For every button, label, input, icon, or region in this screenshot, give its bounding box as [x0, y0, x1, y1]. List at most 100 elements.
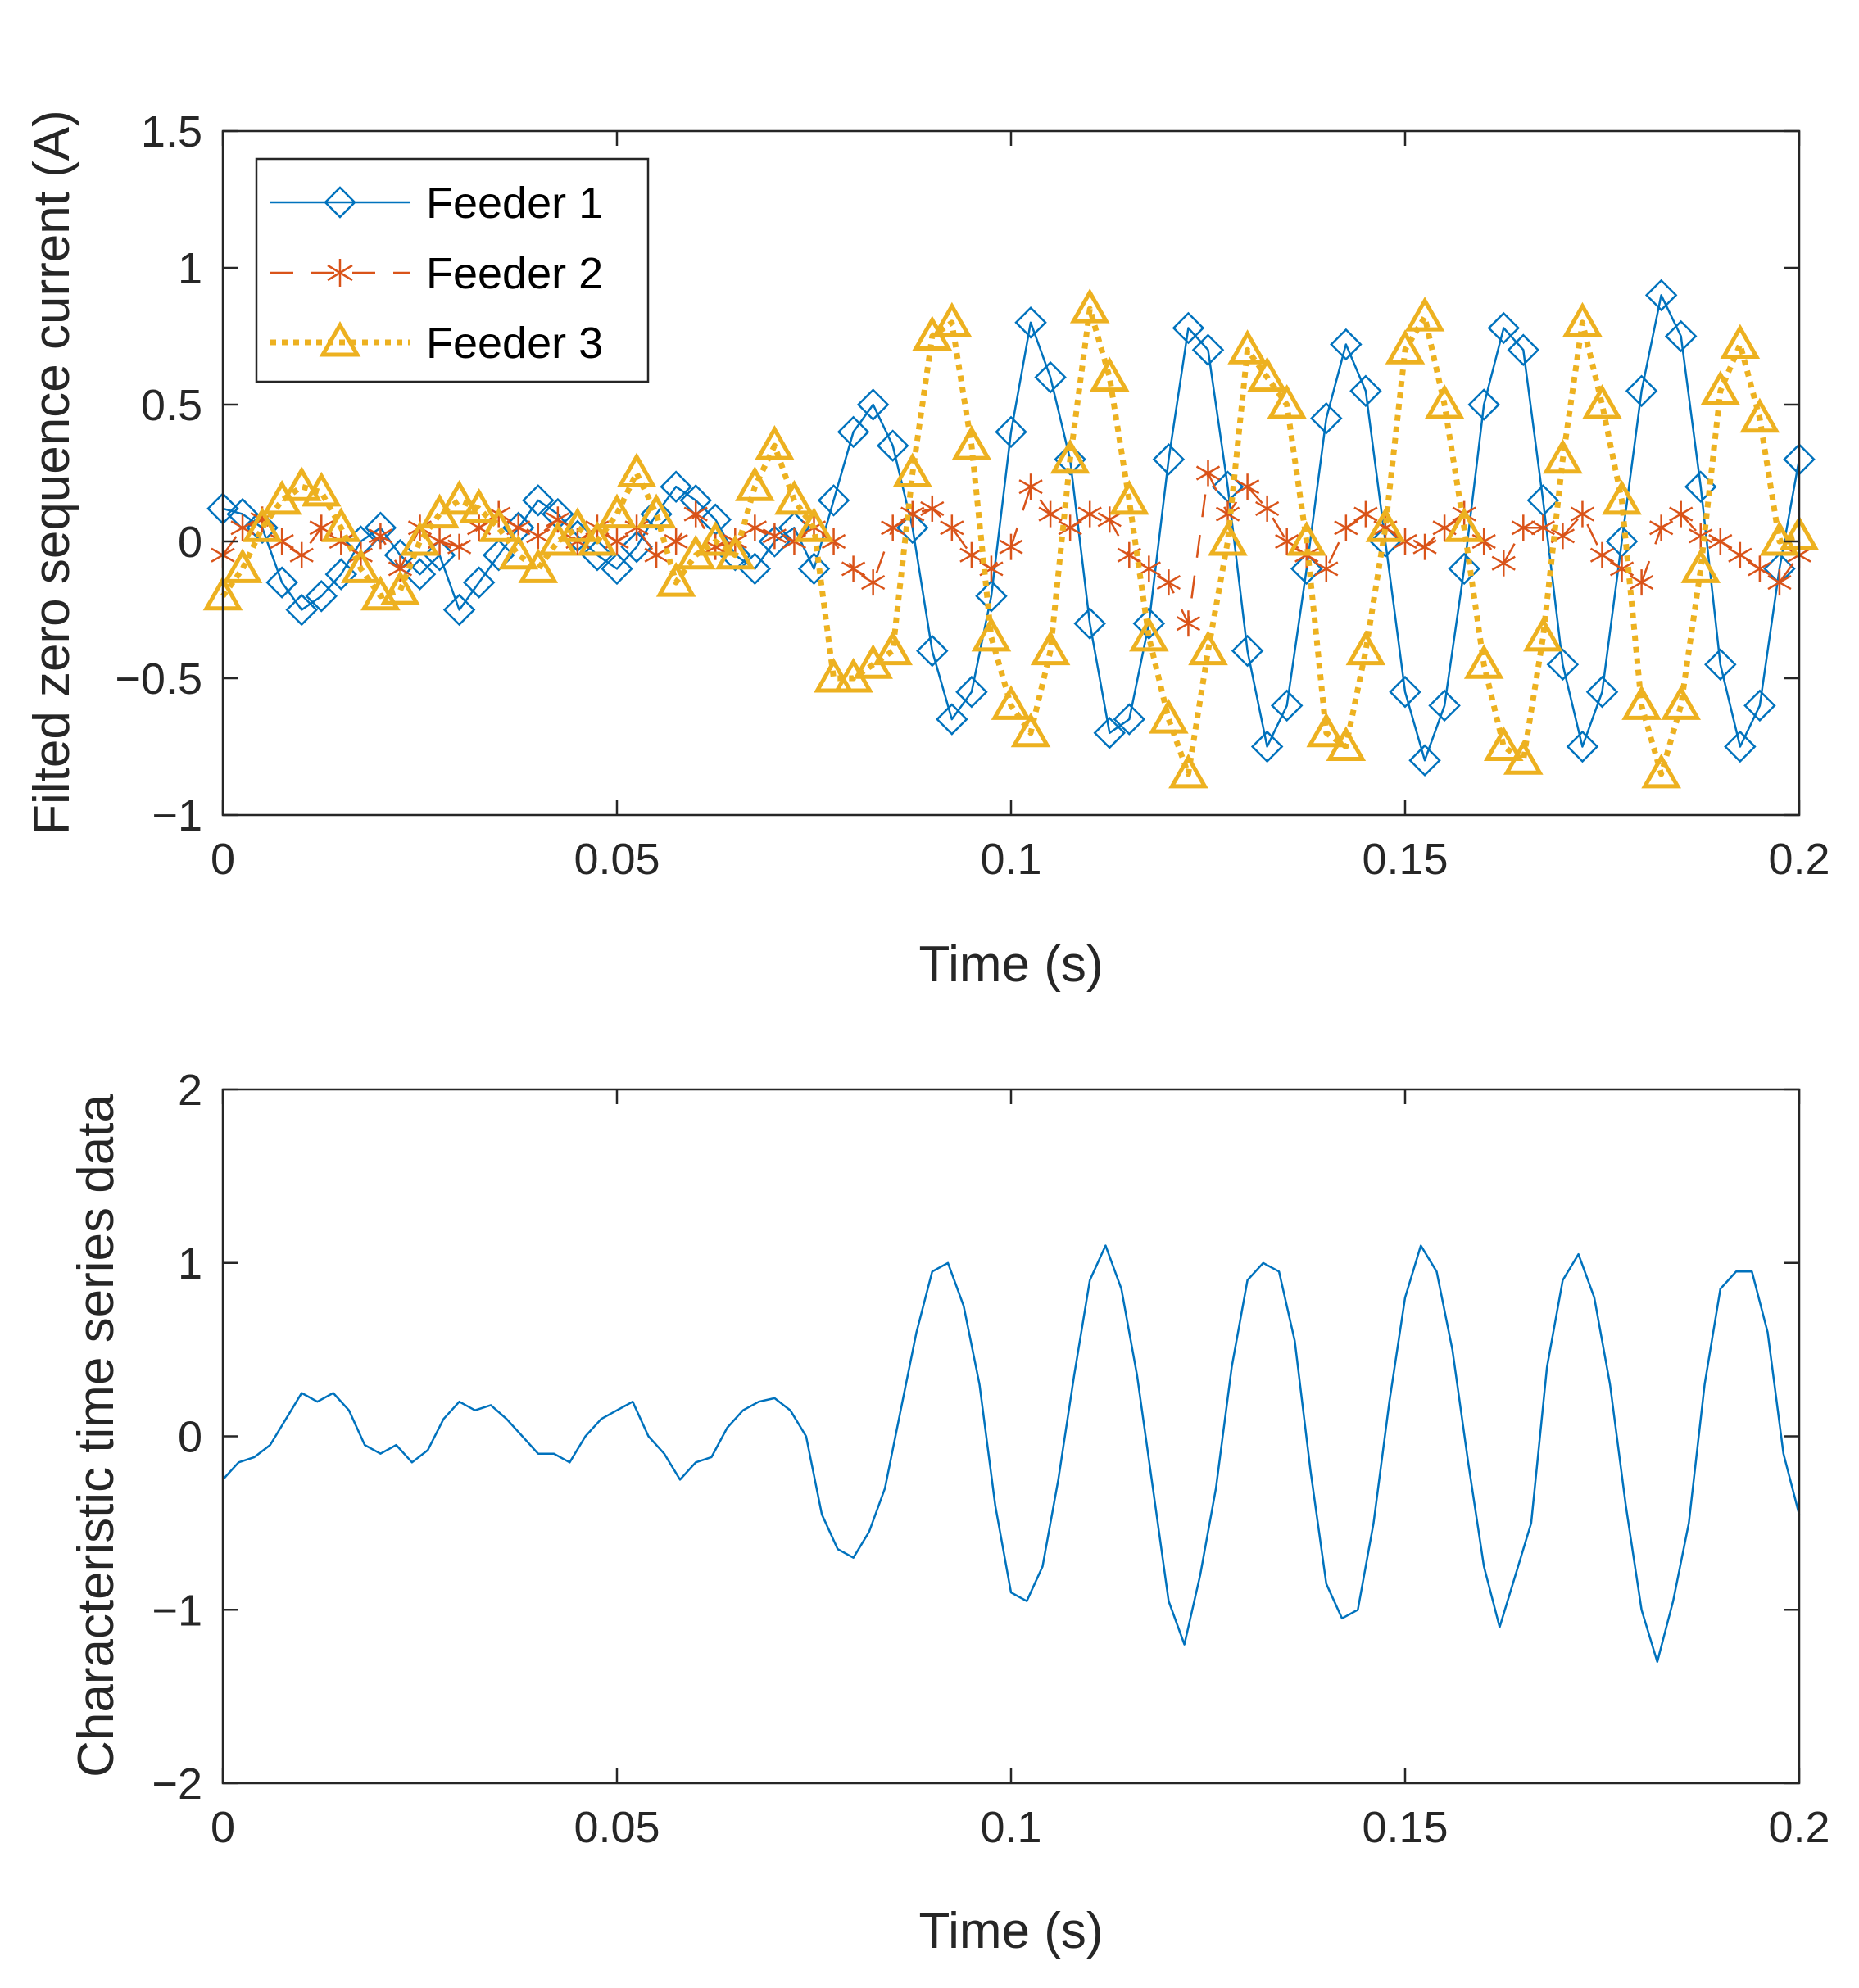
- legend-feeder-2-label: Feeder 2: [426, 249, 603, 298]
- feeder-2-point: [1018, 473, 1043, 500]
- bottom-x-tick-label: 0: [211, 1803, 235, 1852]
- feeder-3-point: [1463, 644, 1504, 679]
- feeder-1-point: [936, 703, 968, 736]
- feeder-2-point: [1038, 500, 1063, 528]
- feeder-3-point: [1109, 479, 1149, 515]
- feeder-3-point: [1680, 548, 1721, 583]
- feeder-2-point: [782, 528, 807, 555]
- feeder-1-point: [1724, 730, 1757, 763]
- feeder-2-point: [1176, 610, 1201, 637]
- feeder-1-point: [1054, 443, 1086, 476]
- feeder-3-point: [577, 520, 618, 556]
- feeder-3-point: [735, 466, 775, 501]
- feeder-1-point: [1507, 333, 1540, 366]
- feeder-1-point: [1487, 311, 1521, 345]
- feeder-3-point: [755, 425, 795, 460]
- feeder-3-point: [1306, 712, 1347, 748]
- feeder-1-point: [797, 552, 831, 586]
- bottom-series-group: [222, 1244, 1801, 1664]
- feeder-3-point: [1089, 356, 1130, 392]
- feeder-1-point: [1152, 443, 1186, 476]
- feeder-2-point: [861, 569, 886, 596]
- feeder-1-point: [1250, 730, 1284, 763]
- characteristic-time-series-data-line: [222, 1244, 1801, 1664]
- feeder-1-point: [1014, 306, 1047, 339]
- feeder-1-point: [738, 552, 772, 586]
- feeder-3-line: [220, 306, 1800, 777]
- bottom-y-tick-label: −2: [152, 1759, 202, 1809]
- feeder-2-point: [624, 514, 649, 541]
- feeder-1-point: [1113, 703, 1146, 736]
- feeder-1-point: [1408, 744, 1441, 777]
- feeder-3-point: [1424, 383, 1465, 419]
- feeder-3-point: [1129, 616, 1169, 652]
- feeder-1-point: [482, 538, 515, 572]
- feeder-3-point: [1523, 616, 1563, 652]
- feeder-3-point: [439, 479, 479, 515]
- feeder-3-point: [655, 562, 696, 597]
- feeder-1-point: [1231, 634, 1264, 668]
- feeder-3-point: [281, 466, 322, 501]
- feeder-1-point: [265, 566, 298, 599]
- feeder-3-point: [616, 452, 657, 487]
- feeder-3-point: [971, 616, 1012, 652]
- legend-feeder-1-diamond-icon: [324, 186, 356, 219]
- feeder-1-point: [1625, 374, 1658, 408]
- feeder-3-point: [1286, 520, 1327, 556]
- feeder-2-point: [1077, 500, 1102, 528]
- feeder-1-point: [1034, 360, 1067, 394]
- feeder-2-point: [270, 528, 294, 555]
- feeder-3-point: [242, 507, 283, 542]
- feeder-2-point: [1708, 528, 1733, 555]
- feeder-3-point: [714, 534, 755, 570]
- feeder-1-point: [1566, 730, 1599, 763]
- feeder-2-point: [1728, 541, 1752, 568]
- feeder-2-point: [1156, 569, 1181, 596]
- feeder-1-point: [1093, 717, 1127, 749]
- feeder-2-point: [1353, 500, 1378, 528]
- feeder-2-point: [1649, 514, 1674, 541]
- feeder-3-point: [991, 685, 1032, 720]
- feeder-1-point: [581, 538, 614, 572]
- feeder-3-point: [498, 534, 539, 570]
- feeder-3-point: [1069, 288, 1110, 324]
- feeder-2-point: [526, 523, 551, 550]
- feeder-1-point: [1172, 311, 1205, 345]
- feeder-2-point: [368, 523, 393, 550]
- feeder-1-point: [601, 552, 633, 586]
- feeder-3-point: [1188, 630, 1228, 666]
- feeder-1-point: [640, 497, 673, 531]
- feeder-2-point: [1570, 500, 1595, 528]
- feeder-3-point: [222, 548, 263, 583]
- feeder-2-point: [821, 528, 846, 555]
- top-y-tick-label: 1: [178, 244, 202, 293]
- feeder-3-point: [1602, 479, 1642, 515]
- top-x-tick-label: 0.1: [980, 835, 1041, 884]
- feeder-1-point: [305, 580, 338, 613]
- feeder-1-point: [1704, 648, 1737, 682]
- feeder-1-point: [1664, 319, 1698, 353]
- feeder-2-point: [1629, 569, 1654, 596]
- feeder-2-point: [447, 533, 472, 560]
- feeder-3-point: [951, 425, 992, 460]
- feeder-3-point: [341, 548, 381, 583]
- feeder-2-point: [683, 500, 708, 528]
- feeder-1-point: [1270, 689, 1304, 722]
- feeder-3-point: [1010, 712, 1051, 748]
- feeder-3-point: [400, 520, 440, 556]
- feeder-1-point: [1546, 648, 1580, 682]
- top-y-tick-label: 0: [178, 518, 202, 567]
- feeder-2-point: [1097, 506, 1122, 533]
- top-x-axis-label: Time (s): [919, 936, 1104, 993]
- top-y-tick-label: 1.5: [141, 107, 202, 156]
- feeder-3-point: [301, 471, 342, 507]
- feeder-3-point: [1739, 397, 1780, 433]
- feeder-3-point: [1543, 438, 1583, 474]
- top-x-tick-label: 0.2: [1768, 835, 1830, 884]
- feeder-1-point: [1743, 689, 1776, 722]
- bottom-y-tick-label: −1: [152, 1586, 202, 1635]
- feeder-1-point: [660, 470, 692, 503]
- legend-feeder-2-asterisk-icon: [327, 259, 353, 287]
- feeder-2-point: [1058, 514, 1082, 541]
- bottom-y-tick-label: 0: [178, 1413, 202, 1462]
